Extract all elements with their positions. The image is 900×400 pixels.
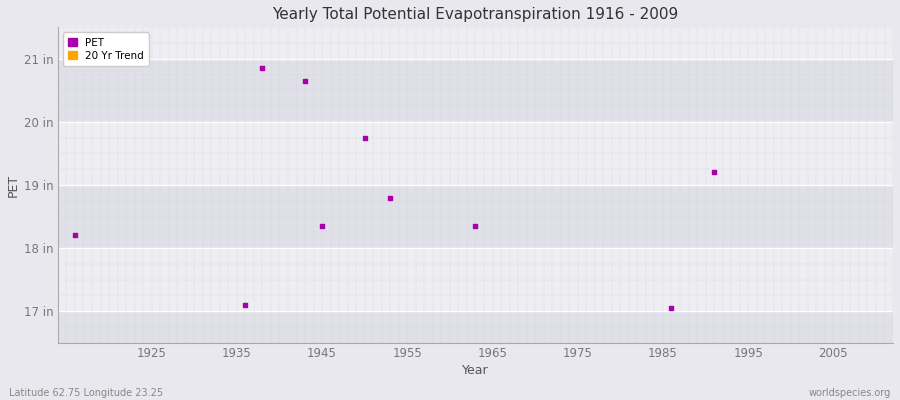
Bar [58,59,893,122]
Point [706,169,721,176]
Bar [58,248,893,311]
Text: Latitude 62.75 Longitude 23.25: Latitude 62.75 Longitude 23.25 [9,388,163,398]
Title: Yearly Total Potential Evapotranspiration 1916 - 2009: Yearly Total Potential Evapotranspiratio… [273,7,679,22]
Point [315,223,329,229]
Point [468,223,482,229]
Y-axis label: PET: PET [7,174,20,196]
Bar [58,185,893,248]
Point [383,194,398,201]
Point [357,134,372,141]
Bar [58,27,893,59]
Bar [58,311,893,343]
Point [298,78,312,84]
Legend: PET, 20 Yr Trend: PET, 20 Yr Trend [63,32,148,66]
X-axis label: Year: Year [463,364,489,377]
Point [664,305,679,311]
Point [68,232,82,239]
Text: worldspecies.org: worldspecies.org [809,388,891,398]
Point [256,65,270,72]
Point [238,302,253,308]
Bar [58,122,893,185]
